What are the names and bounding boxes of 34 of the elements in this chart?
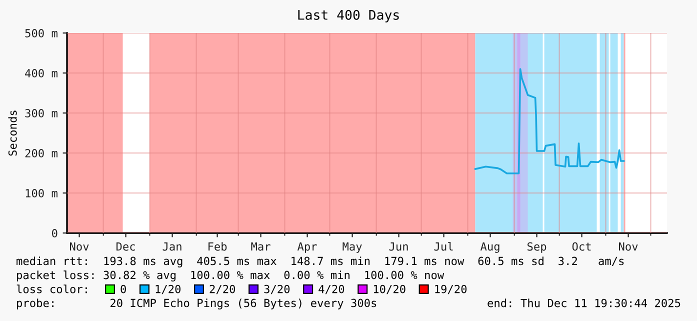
text: end: Thu Dec 11 19:30:44 2025 xyxy=(488,298,680,308)
x-tick-label: Nov xyxy=(70,242,89,251)
y-axis-title: Seconds xyxy=(8,110,17,156)
x-tick-label: Jun xyxy=(389,242,408,251)
y-tick-label: 400 m xyxy=(25,69,58,78)
x-tick-label: Aug xyxy=(480,242,500,253)
x-tick-label: Jul xyxy=(434,242,453,251)
legend-label: 10/20 xyxy=(374,284,406,294)
legend-title: loss color: xyxy=(16,284,87,294)
y-tick-label: 100 m xyxy=(26,189,58,198)
line-series xyxy=(474,68,625,174)
y-tick-label: 300 m xyxy=(25,109,58,118)
x-tick-label: Nov xyxy=(619,242,638,251)
x-tick-label: Jan xyxy=(162,242,182,251)
y-tick-label: 0 xyxy=(52,229,58,238)
legend-label: 19/20 xyxy=(435,284,467,294)
y-tick-label: 200 m xyxy=(25,149,58,158)
legend-label: 3/20 xyxy=(264,284,290,294)
x-tick-label: May xyxy=(342,242,362,253)
x-tick-label: Sep xyxy=(528,242,546,253)
legend-label: 0 xyxy=(120,284,126,294)
chart-title: Last 400 Days xyxy=(298,10,399,22)
legend-label: 4/20 xyxy=(318,284,344,294)
x-tick-label: Oct xyxy=(572,242,591,251)
text: median rtt: 193.8 ms avg 405.5 ms max 148.7 ms min 179.1 ms now 60.5 ms sd 3.2 am/s xyxy=(16,256,624,268)
legend-label: 2/20 xyxy=(210,284,236,294)
x-tick-label: Dec xyxy=(116,242,135,251)
text: probe: 20 ICMP Echo Pings (56 Bytes) every 300s xyxy=(17,298,376,310)
y-tick-label: 500 m xyxy=(25,29,58,38)
x-tick-label: Apr xyxy=(297,242,317,253)
text: packet loss: 30.82 % avg 100.00 % max 0.00 % min 100.00 % now xyxy=(17,270,444,282)
x-tick-label: Mar xyxy=(251,242,270,251)
legend-label: 1/20 xyxy=(156,284,181,294)
x-tick-label: Feb xyxy=(208,242,227,251)
